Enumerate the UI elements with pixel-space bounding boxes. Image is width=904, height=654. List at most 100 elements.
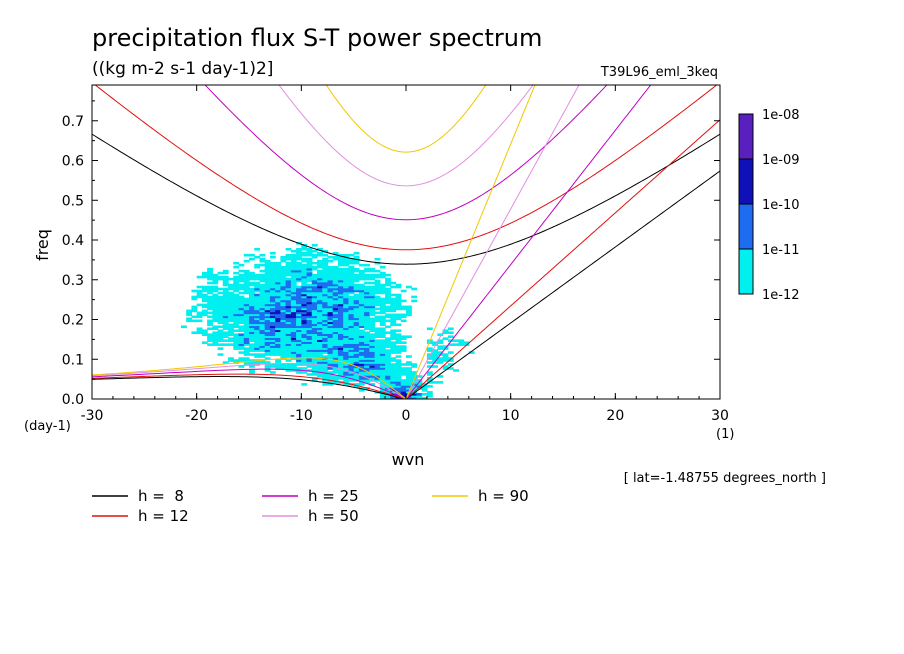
spectrum-cell: [259, 277, 266, 281]
spectrum-cell: [280, 317, 287, 321]
spectrum-cell: [207, 343, 213, 346]
spectrum-cell: [290, 331, 297, 335]
spectrum-cell: [306, 357, 313, 360]
spectrum-cell: [385, 343, 391, 346]
spectrum-cell: [390, 373, 397, 376]
spectrum-cell: [337, 333, 344, 337]
spectrum-cell: [332, 311, 339, 315]
spectrum-cell: [306, 305, 313, 309]
spectrum-cell: [374, 367, 381, 370]
spectrum-cell: [264, 279, 271, 283]
spectrum-cell: [390, 393, 397, 396]
spectrum-cell: [285, 291, 292, 295]
spectrum-cell: [290, 311, 297, 315]
spectrum-cell: [217, 277, 224, 281]
spectrum-cell: [343, 347, 350, 350]
spectrum-cell: [379, 347, 386, 350]
spectrum-cell: [254, 343, 261, 346]
spectrum-cell: [222, 307, 229, 311]
spectrum-cell: [275, 275, 281, 279]
spectrum-cell: [317, 329, 323, 333]
y-tick-label: 0.6: [62, 154, 84, 170]
spectrum-cell: [327, 291, 334, 295]
spectrum-cell: [379, 329, 386, 333]
spectrum-cell: [264, 353, 271, 356]
spectrum-cell: [238, 351, 245, 354]
spectrum-cell: [358, 379, 365, 382]
spectrum-cell: [269, 315, 276, 319]
spectrum-cell: [207, 281, 213, 285]
spectrum-cell: [285, 309, 292, 313]
spectrum-cell: [264, 285, 271, 289]
spectrum-cell: [332, 371, 339, 374]
spectrum-cell: [437, 375, 444, 378]
spectrum-cell: [358, 329, 365, 333]
latitude-footnote: [ lat=-1.48755 degrees_north ]: [624, 471, 826, 486]
spectrum-cell: [228, 317, 234, 321]
spectrum-cell: [264, 259, 271, 263]
spectrum-cell: [259, 333, 266, 337]
spectrum-cell: [217, 321, 224, 325]
spectrum-cell: [243, 259, 250, 263]
spectrum-cell: [364, 337, 370, 340]
spectrum-cell: [285, 315, 292, 319]
spectrum-cell: [233, 345, 240, 348]
spectrum-cell: [390, 337, 397, 340]
spectrum-cell: [322, 303, 329, 307]
spectrum-cell: [238, 275, 245, 279]
spectrum-cell: [379, 397, 386, 399]
spectrum-cell: [233, 297, 240, 301]
spectrum-cell: [327, 337, 334, 340]
spectrum-cell: [243, 301, 250, 305]
spectrum-cell: [332, 327, 339, 331]
spectrum-cell: [364, 377, 370, 380]
spectrum-cell: [395, 283, 402, 287]
spectrum-cell: [201, 273, 208, 277]
spectrum-cell: [217, 311, 224, 315]
spectrum-cell: [243, 317, 250, 321]
spectrum-cell: [332, 361, 339, 364]
spectrum-cell: [290, 289, 297, 293]
spectrum-cell: [411, 299, 418, 303]
spectrum-cell: [259, 253, 266, 257]
spectrum-cell: [296, 325, 302, 329]
spectrum-cell: [296, 275, 302, 279]
spectrum-cell: [285, 253, 292, 257]
spectrum-cell: [222, 289, 229, 293]
spectrum-cell: [416, 379, 423, 382]
spectrum-cell: [269, 331, 276, 335]
spectrum-cell: [353, 311, 360, 315]
inertia-gravity-curve: [325, 85, 487, 153]
spectrum-cell: [233, 311, 240, 315]
spectrum-cell: [275, 293, 281, 297]
spectrum-cell: [447, 339, 454, 342]
inertia-gravity-curve: [204, 85, 608, 221]
spectrum-cell: [311, 307, 318, 311]
spectrum-cell: [254, 313, 261, 317]
spectrum-cell: [332, 265, 339, 269]
spectrum-cell: [243, 291, 250, 295]
spectrum-cell: [243, 289, 250, 293]
spectrum-cell: [348, 353, 355, 356]
spectrum-cell: [385, 359, 391, 362]
spectrum-cell: [212, 275, 219, 279]
spectrum-cell: [353, 255, 360, 259]
spectrum-cell: [317, 295, 323, 299]
spectrum-cell: [348, 373, 355, 376]
spectrum-cell: [322, 325, 329, 329]
spectrum-cell: [437, 345, 444, 348]
spectrum-cell: [332, 345, 339, 348]
spectrum-cell: [296, 333, 302, 337]
spectrum-cell: [343, 279, 350, 283]
spectrum-cell: [306, 285, 313, 289]
spectrum-cell: [322, 269, 329, 273]
spectrum-cell: [285, 355, 292, 358]
spectrum-cell: [374, 377, 381, 380]
spectrum-cell: [327, 299, 334, 303]
spectrum-cell: [238, 279, 245, 283]
spectrum-cell: [369, 335, 376, 338]
spectrum-cell: [437, 381, 444, 384]
spectrum-cell: [296, 287, 302, 291]
spectrum-cell: [254, 333, 261, 337]
spectrum-cell: [400, 393, 407, 396]
